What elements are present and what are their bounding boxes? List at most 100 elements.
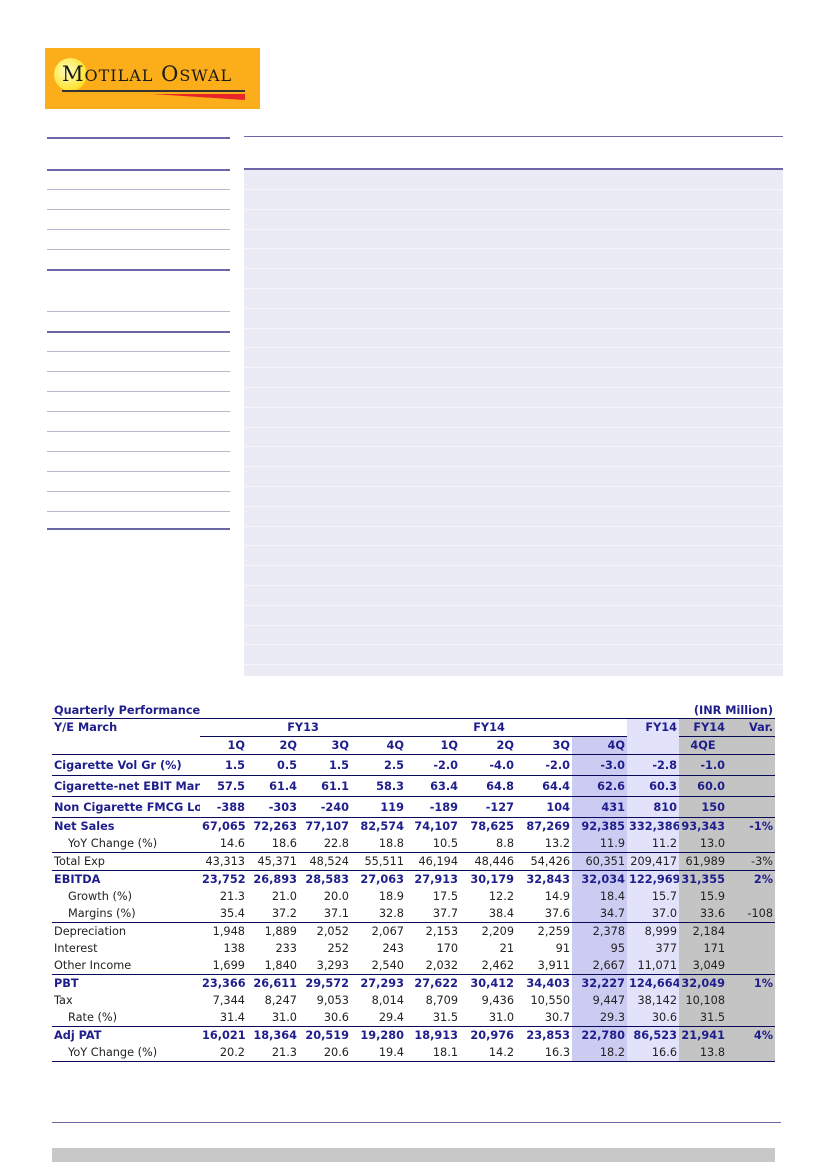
table-cell: 18.4 — [572, 888, 628, 905]
table-cell: 13.2 — [544, 837, 571, 850]
table-cell: 74,107 — [414, 820, 459, 833]
table-cell — [727, 992, 776, 1009]
table-cell: 87,269 — [526, 820, 571, 833]
table-unit: (INR Million) — [460, 702, 776, 719]
table-cell: -1.0 — [679, 754, 728, 776]
table-row: Non Cigarette FMCG Loss -388 -303 -240 119 -1… — [52, 796, 776, 818]
panel-rule — [244, 248, 783, 249]
quarter-header: 3Q — [552, 739, 571, 752]
panel-rule — [244, 664, 783, 665]
table-cell: 23,366 — [200, 974, 247, 992]
table-cell: 61.4 — [247, 775, 299, 797]
table-cell: 38,142 — [627, 992, 680, 1009]
row-label: PBT — [52, 974, 200, 992]
table-cell — [727, 957, 776, 975]
panel-rule — [244, 585, 783, 586]
table-cell: 29.4 — [378, 1011, 404, 1024]
table-cell: 2,209 — [460, 922, 517, 940]
quarter-header: 4QE — [679, 736, 728, 755]
row-label: Cigarette-net EBIT Margin — [52, 775, 200, 797]
table-cell: 45,371 — [247, 852, 299, 871]
table-cell: 332,386 — [627, 817, 680, 835]
table-cell: 18.2 — [572, 1044, 628, 1062]
table-cell: 23,853 — [516, 1026, 573, 1044]
table-cell: -303 — [247, 796, 299, 818]
table-cell: -4.0 — [460, 754, 517, 776]
row-label: Other Income — [54, 959, 132, 972]
table-cell: 31,355 — [679, 870, 728, 888]
quarter-header: 3Q — [331, 739, 349, 752]
left-rule — [47, 491, 230, 492]
header-row-years: Y/E March FY13 FY14 FY14 FY14 Var. — [52, 718, 776, 737]
table-cell: 22.8 — [323, 837, 349, 850]
left-rule — [47, 471, 230, 472]
table-cell: 30,412 — [460, 974, 517, 992]
table-cell: 33.6 — [679, 905, 728, 923]
table-cell: 30.7 — [544, 1011, 571, 1024]
left-rule — [47, 331, 230, 333]
table-cell: 2.5 — [351, 754, 406, 776]
table-cell — [727, 796, 776, 818]
table-cell: 93,343 — [679, 817, 728, 835]
table-cell: 37.2 — [271, 907, 297, 920]
row-label: Margins (%) — [68, 907, 136, 920]
left-rule — [47, 137, 230, 139]
table-cell: 1,889 — [247, 922, 299, 940]
table-cell: 243 — [382, 942, 404, 955]
logo-red-swoosh — [152, 94, 245, 100]
row-label: YoY Change (%) — [52, 1044, 200, 1062]
table-cell: 77,107 — [305, 820, 349, 833]
table-cell: 9,447 — [572, 992, 628, 1009]
table-cell: 17.5 — [432, 890, 459, 903]
table-cell: 11,071 — [627, 957, 680, 975]
table-cell: 95 — [572, 940, 628, 957]
table-row: YoY Change (%) 20.2 21.3 20.6 19.4 18.1 14.2 16… — [52, 1044, 776, 1062]
table-cell: 27,063 — [351, 870, 406, 888]
table-cell: 14.2 — [460, 1044, 517, 1062]
left-rule — [47, 511, 230, 512]
table-cell: 13.0 — [679, 835, 728, 853]
table-row: Interest 138 233 252 243 170 21 91 95 377 171 — [52, 940, 776, 957]
content-panel — [244, 168, 783, 676]
panel-rule — [244, 466, 783, 467]
table-cell: 22,780 — [572, 1026, 628, 1044]
table-cell: 14.6 — [219, 837, 245, 850]
table-cell: 1,948 — [200, 922, 247, 940]
table-cell: 26,893 — [247, 870, 299, 888]
table-cell: 3,293 — [316, 959, 349, 972]
table-row: Growth (%) 21.3 21.0 20.0 18.9 17.5 12.2 14.9 18… — [52, 888, 776, 905]
table-cell: 2,153 — [406, 922, 461, 940]
table-cell: 15.7 — [627, 888, 680, 905]
table-cell: 32,843 — [516, 870, 573, 888]
table-cell: 18,364 — [247, 1026, 299, 1044]
table-cell: 1,840 — [264, 959, 297, 972]
row-header-label: Y/E March — [54, 721, 118, 735]
table-cell: 2,067 — [351, 922, 406, 940]
row-label: Adj PAT — [52, 1026, 200, 1044]
table-cell: 7,344 — [212, 994, 245, 1007]
table-cell: 58.3 — [351, 775, 406, 797]
table-cell: 27,913 — [406, 870, 461, 888]
table-cell: 8,999 — [627, 922, 680, 940]
table-row: Cigarette-net EBIT Margin57.561.461.158.… — [52, 775, 776, 797]
table-cell: 209,417 — [627, 852, 680, 871]
left-rule — [47, 169, 230, 171]
table-cell: 3,049 — [679, 957, 728, 975]
table-cell: 119 — [351, 796, 406, 818]
table-cell: 21.3 — [247, 1044, 299, 1062]
table-cell: -240 — [299, 796, 351, 818]
table-cell: 26,611 — [247, 974, 299, 992]
table-cell: 2,032 — [425, 959, 459, 972]
table-cell — [727, 888, 776, 905]
table-cell: 21.3 — [219, 890, 245, 903]
table-cell: 16.6 — [627, 1044, 680, 1062]
panel-rule — [244, 526, 783, 527]
table-cell: 21 — [499, 942, 515, 955]
table-cell: 21.0 — [271, 890, 297, 903]
table-cell — [727, 835, 776, 853]
table-cell: 11.2 — [627, 835, 680, 853]
table-cell: 1,699 — [212, 959, 245, 972]
row-label: Rate (%) — [68, 1011, 118, 1024]
table-cell: 2,540 — [371, 959, 404, 972]
left-rule — [47, 209, 230, 210]
